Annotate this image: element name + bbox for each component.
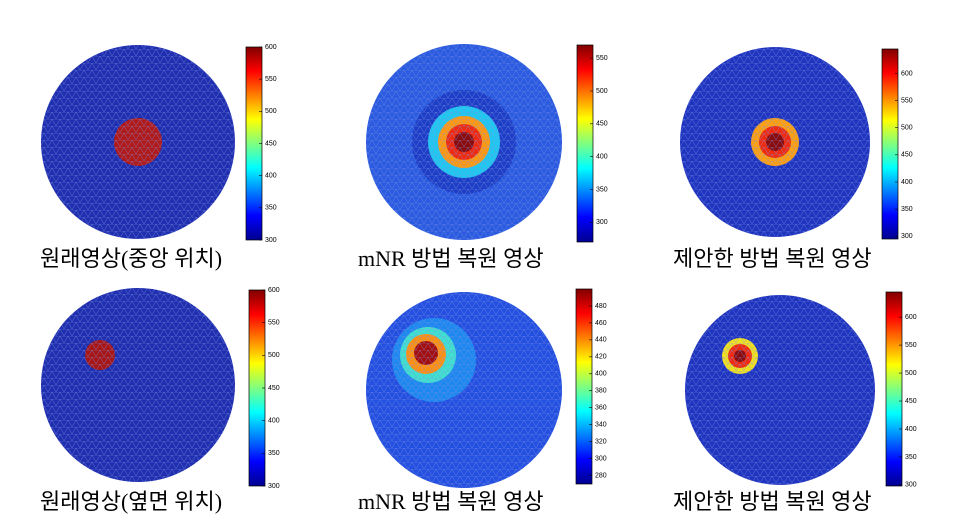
- tick-label: 400: [268, 418, 280, 425]
- tick-label: 380: [595, 388, 607, 395]
- caption: 원래영상(옆면 위치): [40, 489, 222, 514]
- colorbar: [885, 291, 903, 487]
- tick-label: 300: [905, 482, 917, 489]
- tick-label: 600: [905, 314, 917, 321]
- tick-label: 500: [596, 88, 608, 95]
- tick-label: 350: [901, 206, 913, 213]
- tick-label: 420: [595, 354, 607, 361]
- tick-label: 360: [595, 405, 607, 412]
- tick-label: 450: [901, 152, 913, 159]
- mesh: [41, 45, 235, 239]
- tick-label: 400: [901, 179, 913, 186]
- tick-label: 400: [595, 371, 607, 378]
- tick-label: 500: [268, 352, 280, 359]
- tick-label: 600: [268, 287, 280, 294]
- mesh: [41, 288, 235, 482]
- tick-label: 300: [901, 233, 913, 240]
- caption: 원래영상(중앙 위치): [40, 246, 222, 271]
- tick-label: 300: [265, 237, 277, 244]
- caption: 제안한 방법 복원 영상: [673, 246, 872, 271]
- tick-label: 350: [265, 205, 277, 212]
- mesh: [680, 47, 870, 237]
- caption: 제안한 방법 복원 영상: [673, 489, 872, 514]
- tick-label: 600: [265, 44, 277, 51]
- mesh: [366, 44, 562, 240]
- colorbar: [881, 48, 899, 240]
- tick-label: 460: [595, 320, 607, 327]
- tick-label: 450: [596, 121, 608, 128]
- tick-label: 320: [595, 438, 607, 445]
- caption: mNR 방법 복원 영상: [358, 246, 544, 271]
- tick-label: 280: [595, 472, 607, 479]
- mesh: [366, 292, 562, 488]
- colorbar: [576, 44, 594, 243]
- caption: mNR 방법 복원 영상: [358, 489, 544, 514]
- tick-label: 500: [901, 125, 913, 132]
- tick-label: 340: [595, 421, 607, 428]
- tick-label: 300: [596, 219, 608, 226]
- tick-label: 500: [905, 370, 917, 377]
- tick-label: 450: [905, 398, 917, 405]
- colorbar: [575, 288, 593, 485]
- tick-label: 300: [268, 483, 280, 490]
- tick-label: 350: [268, 450, 280, 457]
- tick-label: 550: [901, 97, 913, 104]
- tick-label: 550: [268, 320, 280, 327]
- tick-label: 550: [905, 342, 917, 349]
- tick-label: 400: [265, 173, 277, 180]
- tick-label: 350: [596, 186, 608, 193]
- tick-label: 480: [595, 303, 607, 310]
- tick-label: 400: [596, 153, 608, 160]
- tick-label: 450: [268, 385, 280, 392]
- tick-label: 440: [595, 337, 607, 344]
- tick-label: 300: [595, 455, 607, 462]
- tick-label: 600: [901, 70, 913, 77]
- tick-label: 350: [905, 454, 917, 461]
- tick-label: 450: [265, 140, 277, 147]
- tick-label: 500: [265, 108, 277, 115]
- tick-label: 550: [265, 76, 277, 83]
- mesh: [685, 295, 875, 485]
- tick-label: 550: [596, 55, 608, 62]
- tick-label: 400: [905, 426, 917, 433]
